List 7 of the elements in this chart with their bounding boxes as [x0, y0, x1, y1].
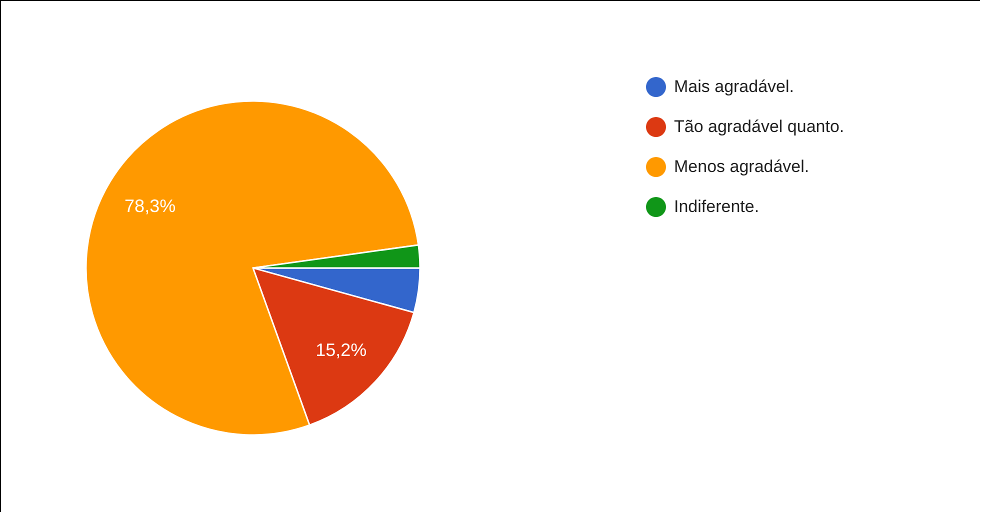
pie-slice — [85, 100, 420, 436]
legend-label: Menos agradável. — [674, 157, 810, 177]
legend-label: Tão agradável quanto. — [674, 117, 844, 137]
legend-label: Mais agradável. — [674, 77, 794, 97]
data-label: 78,3% — [124, 196, 176, 216]
legend-label: Indiferente. — [674, 197, 760, 217]
data-label: 15,2% — [316, 340, 367, 360]
